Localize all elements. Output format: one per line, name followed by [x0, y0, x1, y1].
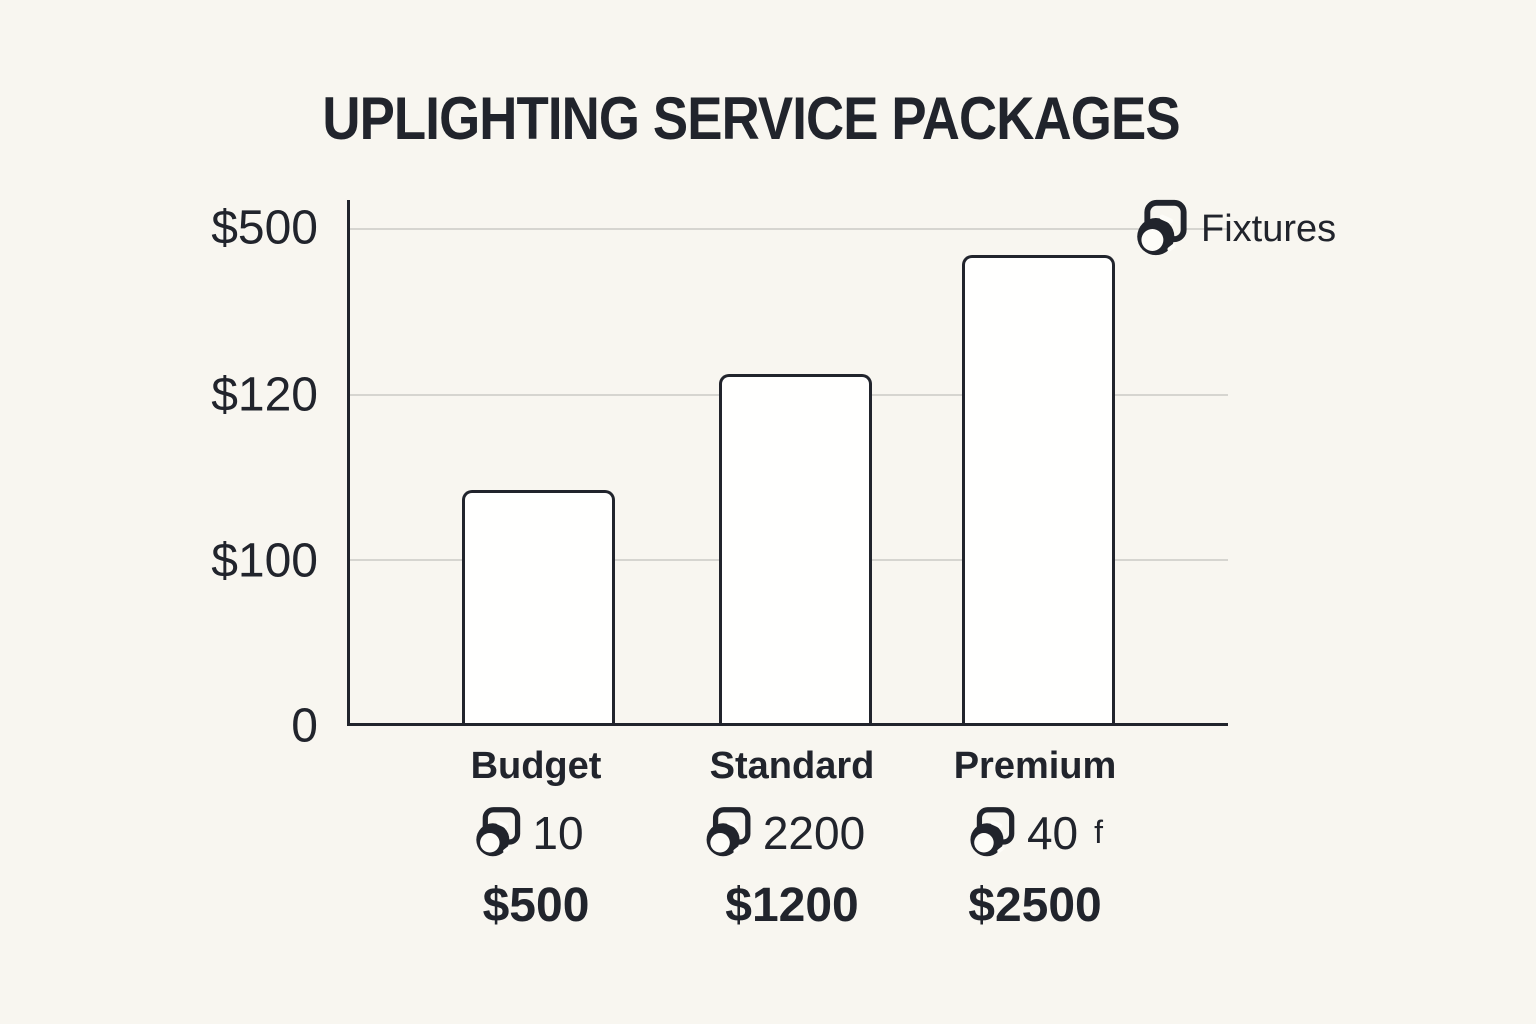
package-name: Standard: [709, 745, 875, 787]
y-tick-label: 0: [291, 699, 318, 753]
stage-light-icon: [472, 805, 521, 861]
stage-light-icon: [703, 805, 751, 861]
package-column-premium: Premium 40 f $2500: [953, 745, 1117, 933]
y-tick-label: $500: [211, 201, 318, 255]
bar-standard: [719, 374, 872, 723]
package-price: $500: [482, 878, 590, 932]
package-price: $2500: [968, 878, 1102, 932]
legend-label: Fixtures: [1201, 207, 1337, 250]
package-fixtures-row: 40 f: [967, 804, 1103, 862]
package-name: Budget: [470, 745, 602, 787]
gridline: [350, 227, 1228, 230]
y-tick-label: $120: [211, 368, 318, 422]
stage-light-icon: [1133, 198, 1187, 260]
chart-title-text: UPLIGHTING SERVICE PACKAGES: [322, 85, 1180, 152]
package-column-budget: Budget 10 $500: [470, 745, 602, 933]
package-price: $1200: [725, 878, 859, 932]
y-axis-labels: $500 $120 $100 0: [0, 200, 332, 752]
package-name: Premium: [953, 745, 1117, 787]
stage-light-icon: [967, 805, 1015, 861]
package-column-standard: Standard 2200 $1200: [703, 745, 881, 933]
chart-title: UPLIGHTING SERVICE PACKAGES: [264, 84, 1238, 153]
package-fixture-count: 10: [532, 806, 584, 859]
legend: Fixtures: [1133, 198, 1336, 260]
package-fixtures-row: 10: [472, 804, 599, 862]
package-fixtures-row: 2200: [703, 804, 881, 862]
package-fixture-count: 2200: [762, 806, 866, 859]
package-fixture-suffix: f: [1094, 814, 1104, 851]
bar-premium: [962, 255, 1115, 723]
package-fixture-count: 40: [1026, 806, 1079, 859]
plot-area: [347, 200, 1228, 726]
y-tick-label: $100: [211, 534, 318, 588]
bar-budget: [462, 490, 615, 723]
